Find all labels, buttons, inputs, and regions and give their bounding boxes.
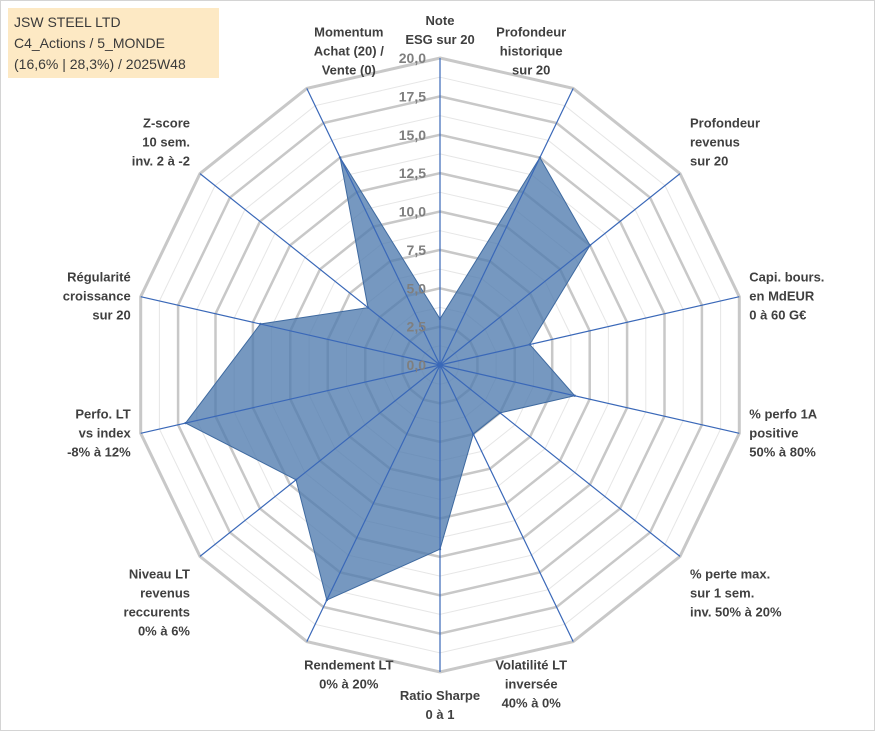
axis-label-line: revenus (690, 135, 740, 150)
axis-label-line: % perte max. (690, 566, 770, 581)
axis-label-line: positive (749, 425, 798, 440)
spoke-layer (140, 58, 740, 672)
axis-label-line: Rendement LT (304, 658, 393, 673)
axis-label-line: 0% à 6% (138, 623, 190, 638)
axis-label-line: 50% à 80% (749, 444, 816, 459)
axis-label-line: 0 à 60 G€ (749, 308, 806, 323)
axis-label-layer: Note ESG sur 20 Profondeur historique sur 20… (63, 13, 825, 722)
axis-label: Niveau LT revenus reccurents 0% à 6% (124, 566, 191, 638)
tick-label: 5,0 (407, 280, 427, 296)
axis-spoke (199, 173, 441, 366)
axis-label: Note ESG sur 20 (405, 13, 474, 47)
axis-label-line: Ratio Sharpe (400, 688, 480, 703)
axis-label-line: inv. 2 à -2 (132, 154, 190, 169)
axis-label: Volatilité LT inversée 40% à 0% (495, 658, 567, 711)
axis-label-line: historique (500, 43, 563, 58)
axis-label-line: Vente (0) (322, 62, 376, 77)
axis-label-line: Momentum (314, 24, 383, 39)
axis-label-line: 40% à 0% (502, 696, 562, 711)
axis-label-line: en MdEUR (749, 289, 815, 304)
axis-spoke (199, 364, 441, 557)
axis-label: Profondeur historique sur 20 (496, 24, 566, 77)
axis-label-line: 10 sem. (142, 135, 190, 150)
axis-label-line: -8% à 12% (67, 444, 131, 459)
axis-label: Perfo. LT vs index -8% à 12% (67, 406, 131, 459)
axis-label-line: ESG sur 20 (405, 32, 474, 47)
axis-spoke (439, 364, 681, 557)
axis-spoke (306, 364, 441, 642)
axis-spoke (439, 88, 574, 366)
axis-label: % perte max. sur 1 sem. inv. 50% à 20% (690, 566, 782, 619)
axis-label-line: Régularité (67, 270, 131, 285)
axis-label-line: 0 à 1 (426, 707, 455, 722)
tick-label: 0,0 (407, 357, 427, 373)
axis-label-line: Z-score (143, 116, 190, 131)
axis-label-line: Perfo. LT (75, 406, 130, 421)
axis-label-line: 0% à 20% (319, 677, 379, 692)
axis-label: Ratio Sharpe 0 à 1 (400, 688, 480, 722)
axis-label-line: sur 1 sem. (690, 585, 754, 600)
category-label: C4_Actions / 5_MONDE (14, 35, 165, 51)
axis-label-line: Volatilité LT (495, 658, 567, 673)
axis-label: % perfo 1A positive 50% à 80% (749, 406, 818, 459)
tick-label-layer: 0,0 2,5 5,0 7,5 10,0 12,5 15,0 17,5 20,0 (399, 50, 426, 373)
axis-label-line: Profondeur (496, 24, 566, 39)
tick-label: 10,0 (399, 204, 426, 220)
stock-name: JSW STEEL LTD (14, 14, 121, 30)
axis-label-line: inv. 50% à 20% (690, 604, 782, 619)
axis-spoke (439, 364, 740, 434)
axis-label: Profondeur revenus sur 20 (690, 116, 760, 169)
axis-label-line: croissance (63, 289, 131, 304)
axis-label: Momentum Achat (20) / Vente (0) (314, 24, 384, 77)
axis-label-line: sur 20 (512, 62, 550, 77)
axis-label-line: Niveau LT (129, 566, 190, 581)
axis-label-line: Capi. bours. (749, 270, 824, 285)
tick-label: 12,5 (399, 165, 426, 181)
axis-label-line: vs index (79, 425, 132, 440)
axis-label-line: Profondeur (690, 116, 760, 131)
tick-label: 2,5 (407, 319, 427, 335)
axis-label: Capi. bours. en MdEUR 0 à 60 G€ (749, 270, 824, 323)
axis-label-line: sur 20 (92, 308, 130, 323)
tick-label: 17,5 (399, 88, 426, 104)
axis-label-line: sur 20 (690, 154, 728, 169)
tick-label: 20,0 (399, 50, 426, 66)
info-box: JSW STEEL LTD C4_Actions / 5_MONDE (16,6… (8, 8, 219, 78)
axis-label: Régularité croissance sur 20 (63, 270, 131, 323)
tick-label: 15,0 (399, 127, 426, 143)
axis-label-line: inversée (505, 677, 558, 692)
axis-spoke (439, 296, 740, 366)
axis-label-line: % perfo 1A (749, 406, 818, 421)
axis-spoke (439, 173, 681, 366)
axis-label: Z-score 10 sem. inv. 2 à -2 (132, 116, 190, 169)
axis-label-line: Note (426, 13, 455, 28)
axis-spoke (140, 364, 441, 434)
axis-spoke (306, 88, 441, 366)
axis-label: Rendement LT 0% à 20% (304, 658, 393, 692)
axis-spoke (140, 296, 441, 366)
tick-label: 7,5 (407, 242, 427, 258)
axis-spoke (439, 364, 574, 642)
period-label: (16,6% | 28,3%) / 2025W48 (14, 56, 186, 72)
axis-label-line: revenus (140, 585, 190, 600)
axis-label-line: Achat (20) / (314, 43, 384, 58)
axis-label-line: reccurents (124, 604, 190, 619)
